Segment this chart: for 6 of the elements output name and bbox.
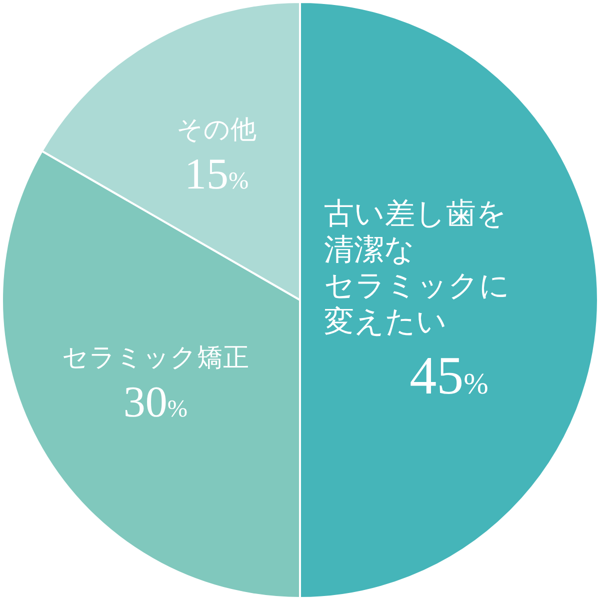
data-label: 45% — [410, 346, 488, 406]
slice-label: セラミック矯正 — [62, 342, 249, 373]
slice-label: その他 — [176, 114, 257, 145]
data-label: 15% — [184, 150, 249, 199]
data-label: 30% — [123, 378, 188, 427]
slice-label: 古い差し歯を清潔なセラミックに変えたい — [324, 196, 510, 340]
